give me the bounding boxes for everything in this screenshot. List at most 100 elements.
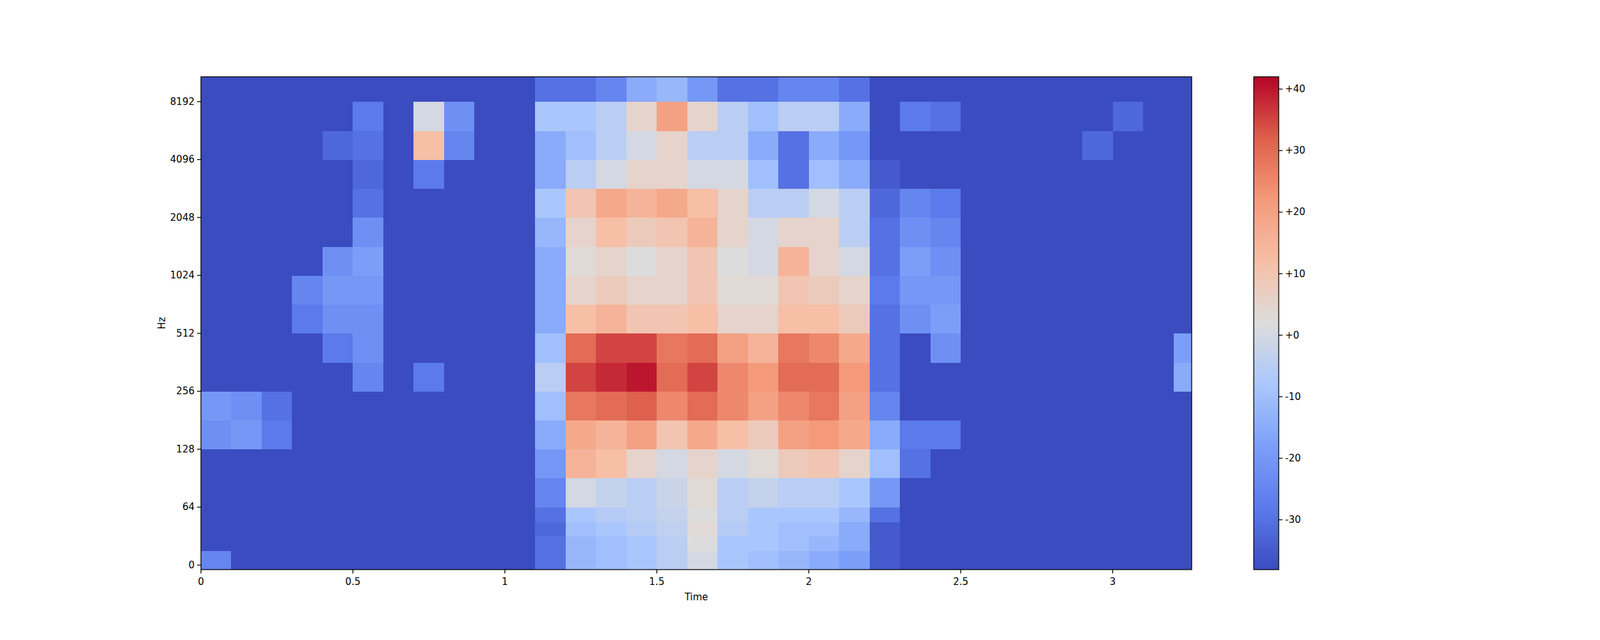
cell: [322, 76, 354, 102]
cell: [1173, 130, 1192, 160]
cell: [200, 76, 232, 102]
cell: [231, 506, 262, 522]
cell: [778, 275, 809, 305]
cell: [1021, 101, 1053, 132]
cell: [748, 333, 779, 363]
cell: [869, 550, 901, 570]
cell: [413, 536, 445, 552]
cell: [899, 449, 931, 479]
cell: [352, 506, 384, 522]
cell: [291, 521, 323, 537]
cell: [899, 391, 931, 421]
plot-background: [200, 76, 1192, 570]
cell: [291, 550, 323, 570]
cell: [808, 477, 840, 508]
cell: [474, 449, 505, 479]
cell: [808, 188, 840, 219]
cell: [930, 506, 962, 522]
cell: [231, 217, 262, 248]
cell: [413, 304, 445, 335]
cell: [808, 449, 840, 479]
cell: [778, 449, 809, 479]
cell: [565, 536, 597, 552]
cell: [383, 536, 415, 552]
cell: [626, 506, 658, 522]
cell: [1143, 246, 1174, 276]
cell: [231, 333, 262, 363]
cell: [717, 130, 749, 160]
cell: [383, 76, 415, 102]
cell: [808, 550, 840, 570]
cell: [322, 159, 354, 189]
cell: [474, 304, 505, 335]
x-tick-label: 1.5: [648, 576, 665, 588]
cell: [474, 101, 505, 132]
cell: [535, 275, 566, 305]
cell: [717, 477, 749, 508]
cell: [1143, 521, 1174, 537]
cell: [991, 506, 1023, 522]
cell: [1021, 217, 1053, 248]
cell: [930, 477, 962, 508]
cell: [474, 477, 505, 508]
cell: [1112, 477, 1144, 508]
cell: [322, 333, 354, 363]
cell: [565, 449, 597, 479]
cell: [535, 477, 566, 508]
cell: [687, 275, 719, 305]
cell: [717, 506, 749, 522]
cell: [1021, 333, 1053, 363]
cell: [687, 101, 719, 132]
cell: [261, 159, 293, 189]
cell: [778, 188, 809, 219]
cell: [960, 362, 992, 392]
cell: [383, 420, 415, 450]
cell: [930, 362, 962, 392]
cell: [595, 362, 627, 392]
cell: [1173, 333, 1192, 363]
cell: [504, 304, 536, 335]
cell: [960, 420, 992, 450]
cell: [808, 420, 840, 450]
y-tick: [197, 332, 201, 334]
cell: [200, 362, 232, 392]
cell: [626, 130, 658, 160]
y-tick-label: 256: [176, 385, 195, 397]
cell: [231, 536, 262, 552]
cells: [200, 76, 1192, 570]
cell: [444, 130, 475, 160]
cell: [200, 536, 232, 552]
cell: [656, 362, 688, 392]
cell: [626, 477, 658, 508]
cell: [291, 536, 323, 552]
cell: [595, 217, 627, 248]
cell: [504, 449, 536, 479]
cell: [687, 506, 719, 522]
cell: [565, 362, 597, 392]
cell: [504, 536, 536, 552]
cell: [656, 333, 688, 363]
cell: [748, 536, 779, 552]
cell: [839, 506, 870, 522]
cell: [839, 275, 870, 305]
cell: [869, 521, 901, 537]
cell: [808, 506, 840, 522]
cell: [444, 477, 475, 508]
cell: [231, 275, 262, 305]
cell: [322, 506, 354, 522]
cell: [444, 304, 475, 335]
cell: [1143, 217, 1174, 248]
y-tick: [197, 391, 201, 392]
cell: [231, 246, 262, 276]
cell: [717, 188, 749, 219]
cell: [535, 536, 566, 552]
cell: [656, 130, 688, 160]
cell: [869, 477, 901, 508]
cell: [595, 275, 627, 305]
cell: [626, 188, 658, 219]
cell: [687, 477, 719, 508]
cell: [808, 101, 840, 132]
y-tick-label: 0: [188, 559, 195, 571]
cell: [1052, 217, 1083, 248]
cell: [413, 521, 445, 537]
